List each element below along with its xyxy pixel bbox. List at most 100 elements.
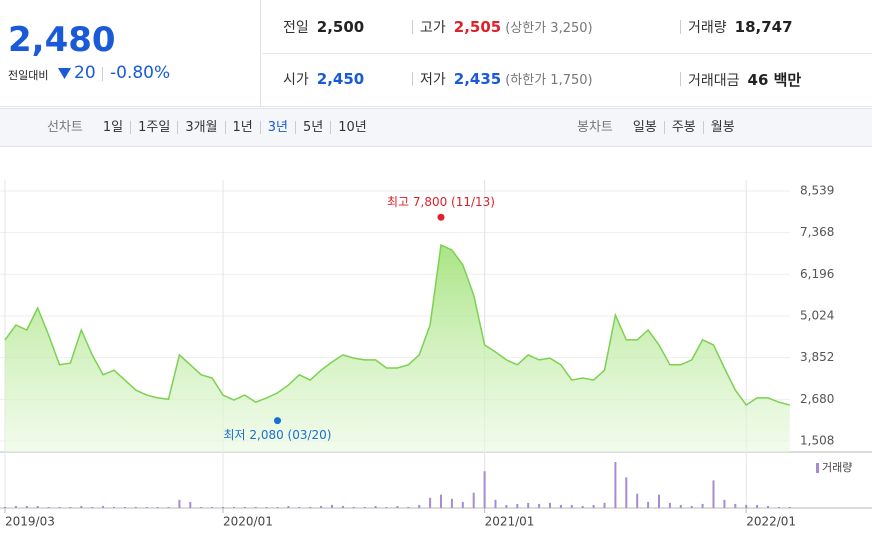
tab[interactable]: 10년 <box>330 121 374 134</box>
stat-label: 저가 <box>420 72 446 88</box>
stat-value: 46 백만 <box>747 71 802 89</box>
stat-label: 고가 <box>420 20 446 36</box>
tab[interactable]: 1년 <box>224 121 260 134</box>
stat-value: 2,505 <box>453 18 502 36</box>
x-tick-label: 2020/01 <box>223 515 273 529</box>
tab[interactable]: 1일 <box>102 120 124 135</box>
volume-bar <box>309 506 312 508</box>
separator <box>412 72 413 86</box>
tab[interactable]: 1주일 <box>130 121 177 134</box>
volume-bar <box>788 506 791 508</box>
volume-bar <box>25 505 28 508</box>
volume-bar <box>189 501 192 508</box>
volume-bar <box>570 504 573 508</box>
x-tick-label: 2019/03 <box>5 515 55 529</box>
volume-bar <box>4 506 6 508</box>
volume-bar <box>712 480 715 508</box>
volume-bar <box>701 503 704 508</box>
x-tick-label: 2021/01 <box>485 515 535 529</box>
volume-bar <box>80 505 83 508</box>
divider <box>262 53 872 54</box>
tab[interactable]: 3년 <box>259 121 295 134</box>
volume-bar <box>47 506 50 508</box>
volume-bar <box>123 506 126 508</box>
volume-bar <box>276 506 279 508</box>
tab[interactable]: 5년 <box>295 121 330 134</box>
stat: 저가 2,435 (하한가 1,750) <box>420 69 593 89</box>
volume-bar <box>91 506 94 508</box>
y-tick-label: 7,368 <box>800 225 834 239</box>
volume-bar <box>527 502 530 508</box>
volume-bar <box>538 503 541 508</box>
stat-label: 시가 <box>283 72 309 88</box>
volume-bar <box>287 505 290 508</box>
stat-label: 거래대금 <box>688 73 740 89</box>
volume-bar <box>658 494 660 508</box>
volume-bar <box>178 499 181 508</box>
tab-group-label: 선차트 <box>47 120 83 135</box>
volume-bar <box>668 502 671 508</box>
volume-bar <box>254 506 257 508</box>
volume-bar <box>265 506 268 508</box>
volume-bar <box>374 505 377 508</box>
volume-bar <box>690 505 693 508</box>
tab[interactable]: 주봉 <box>663 121 703 134</box>
volume-bar <box>58 506 61 508</box>
y-tick-label: 2,680 <box>800 392 834 406</box>
volume-bar <box>603 502 606 508</box>
volume-bar <box>36 505 39 508</box>
volume-bar <box>396 505 399 508</box>
y-tick-label: 8,539 <box>800 184 834 198</box>
volume-bar <box>450 498 453 508</box>
volume-bar <box>102 505 105 508</box>
quote-panel: 2,480 전일대비 20 -0.80% 전일 2,500 고가 2,505 (상한가 … <box>0 0 872 107</box>
volume-bar <box>113 506 115 508</box>
change-label: 전일대비 <box>8 69 49 82</box>
volume-bar <box>679 504 682 508</box>
volume-bar <box>211 506 214 508</box>
stat-label: 거래량 <box>688 20 727 36</box>
y-tick-label: 5,024 <box>800 308 834 322</box>
tab[interactable]: 일봉 <box>632 120 657 135</box>
volume-bar <box>472 492 475 508</box>
volume-bar <box>363 506 366 508</box>
extreme-point <box>437 213 445 221</box>
tab-bar: 선차트 1일 1주일 3개월 1년 3년 5년 10년 봉차트 일봉 주봉 월봉 <box>0 108 872 147</box>
volume-bar <box>756 504 759 508</box>
tab[interactable]: 3개월 <box>177 121 224 134</box>
y-tick-label: 6,196 <box>800 267 834 281</box>
change: 20 <box>74 63 96 83</box>
stat: 거래대금 46 백만 <box>688 69 801 90</box>
extreme-point <box>274 417 281 425</box>
volume-bar <box>440 494 442 508</box>
volume-bar <box>625 477 628 508</box>
volume-bar <box>614 462 617 508</box>
volume-bar <box>745 504 748 508</box>
price-box: 2,480 전일대비 20 -0.80% <box>0 0 261 106</box>
volume-bar <box>505 504 508 508</box>
stat: 고가 2,505 (상한가 3,250) <box>420 17 593 37</box>
volume-bar <box>200 506 203 508</box>
volume-bar <box>734 503 737 508</box>
stat-label: 전일 <box>283 20 309 36</box>
stat-value: 2,450 <box>316 70 365 88</box>
separator <box>412 20 413 34</box>
y-tick-label: 1,508 <box>800 434 834 448</box>
volume-bar <box>352 506 355 508</box>
volume-bar <box>581 505 584 508</box>
volume-bar <box>156 506 159 508</box>
volume-bar <box>559 504 562 508</box>
volume-bar <box>516 503 519 508</box>
volume-bar <box>243 506 246 508</box>
volume-bar <box>14 505 17 508</box>
extreme-label: 최고 7,800 (11/13) <box>387 195 495 209</box>
price: 2,480 <box>8 20 116 60</box>
separator <box>680 72 681 86</box>
chart: 8,539 7,368 6,196 5,024 3,852 2,680 1,508 2019/… <box>0 180 872 529</box>
volume-bar <box>298 506 301 508</box>
legend-label: 거래량 <box>822 461 852 474</box>
volume-bar <box>483 471 486 508</box>
volume-bar <box>385 506 388 508</box>
tab[interactable]: 월봉 <box>702 121 742 134</box>
